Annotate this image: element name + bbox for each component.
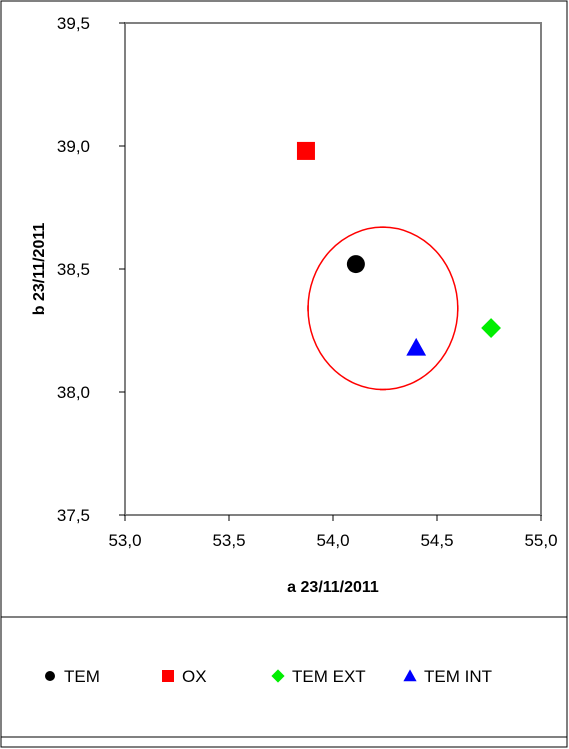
legend-label-ox: OX	[182, 667, 207, 686]
data-points	[296, 141, 501, 356]
data-point-tem	[346, 255, 365, 274]
y-tick-label: 39,5	[57, 14, 90, 33]
x-tick-label: 54,5	[420, 531, 453, 550]
y-tick-label: 39,0	[57, 137, 90, 156]
legend-marker-ox	[162, 670, 174, 682]
y-tick-label: 38,5	[57, 260, 90, 279]
y-axis-title: b 23/11/2011	[31, 223, 48, 316]
x-tick-label: 55,0	[524, 531, 557, 550]
x-axis-title: a 23/11/2011	[287, 579, 379, 596]
plot-area	[124, 22, 542, 516]
legend-marker-tem-int	[403, 669, 417, 682]
y-tick-label: 38,0	[57, 383, 90, 402]
legend-marker-tem-ext	[271, 669, 285, 683]
legend: TEM OX TEM EXT TEM INT	[45, 667, 492, 686]
x-tick-label: 54,0	[316, 531, 349, 550]
data-point-ox	[296, 141, 315, 160]
x-tick-label: 53,5	[212, 531, 245, 550]
legend-label-tem: TEM	[64, 667, 100, 686]
x-tick-label: 53,0	[108, 531, 141, 550]
data-point-tem-ext	[481, 318, 501, 338]
tolerance-ellipse-layer	[307, 226, 459, 391]
legend-box	[0, 616, 568, 738]
data-point-tem-int	[406, 337, 427, 356]
axis-ticks: 53,0 53,5 54,0 54,5 55,0 37,5 38,0 38,5 39,0 39,5	[57, 14, 558, 550]
legend-marker-tem	[45, 671, 55, 681]
y-tick-label: 37,5	[57, 506, 90, 525]
legend-label-tem-ext: TEM EXT	[292, 667, 366, 686]
legend-label-tem-int: TEM INT	[424, 667, 492, 686]
